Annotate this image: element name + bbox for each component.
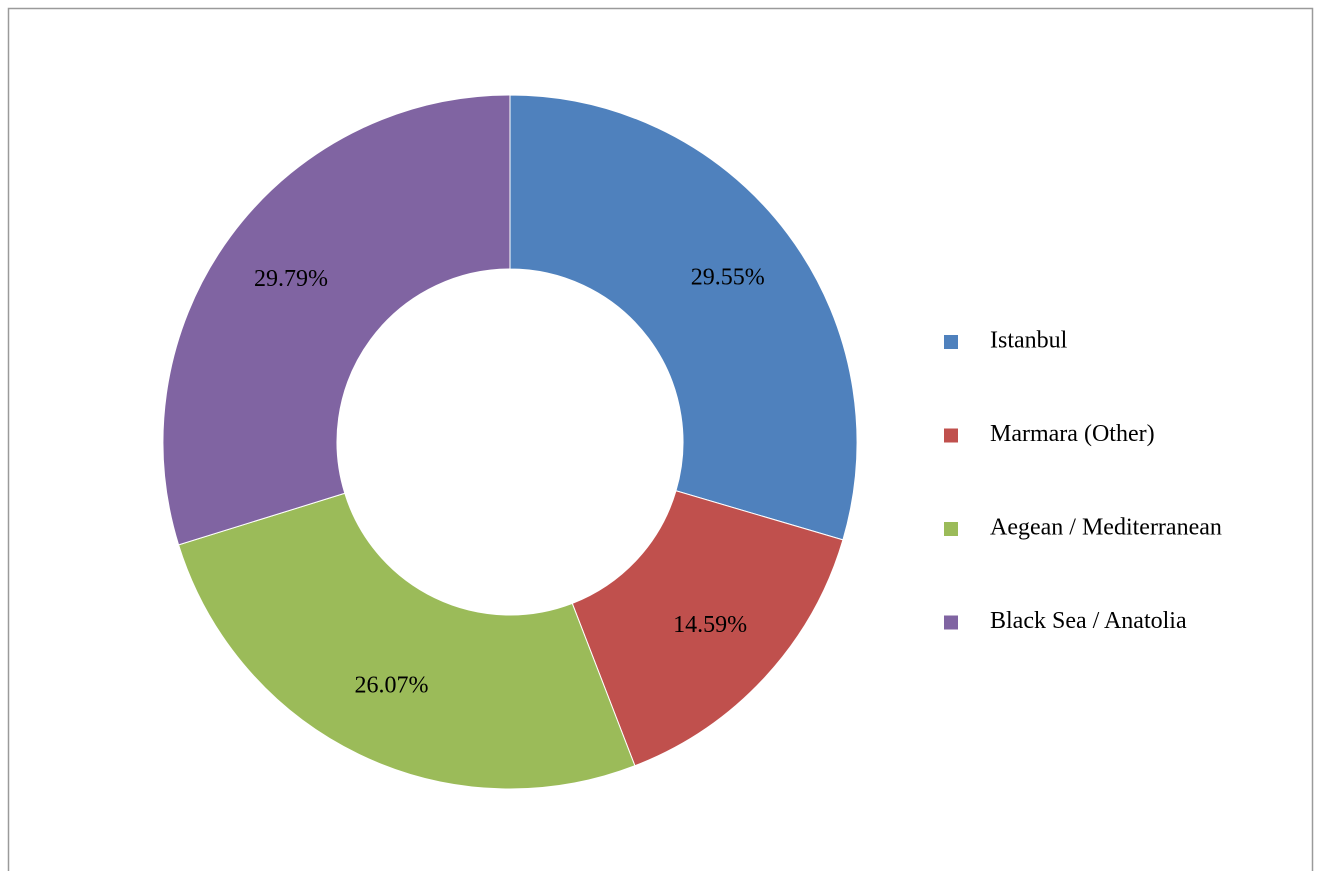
legend-label: Marmara (Other) (990, 421, 1155, 447)
legend-label: Istanbul (990, 328, 1068, 354)
legend-swatch (944, 615, 958, 630)
legend-swatch (944, 522, 958, 536)
data-label: 29.79% (254, 266, 328, 292)
legend-swatch (944, 428, 958, 443)
donut-slice (571, 490, 844, 767)
donut-slice (509, 94, 858, 541)
data-label: 29.55% (691, 265, 765, 291)
data-label: 14.59% (673, 612, 747, 638)
legend-label: Aegean / Mediterranean (990, 515, 1222, 541)
legend-swatch (944, 335, 958, 349)
legend-label: Black Sea / Anatolia (990, 608, 1187, 634)
donut-slice (177, 492, 636, 790)
data-label: 26.07% (354, 672, 428, 698)
donut-slice (162, 94, 511, 546)
chart-frame (7, 7, 1314, 871)
